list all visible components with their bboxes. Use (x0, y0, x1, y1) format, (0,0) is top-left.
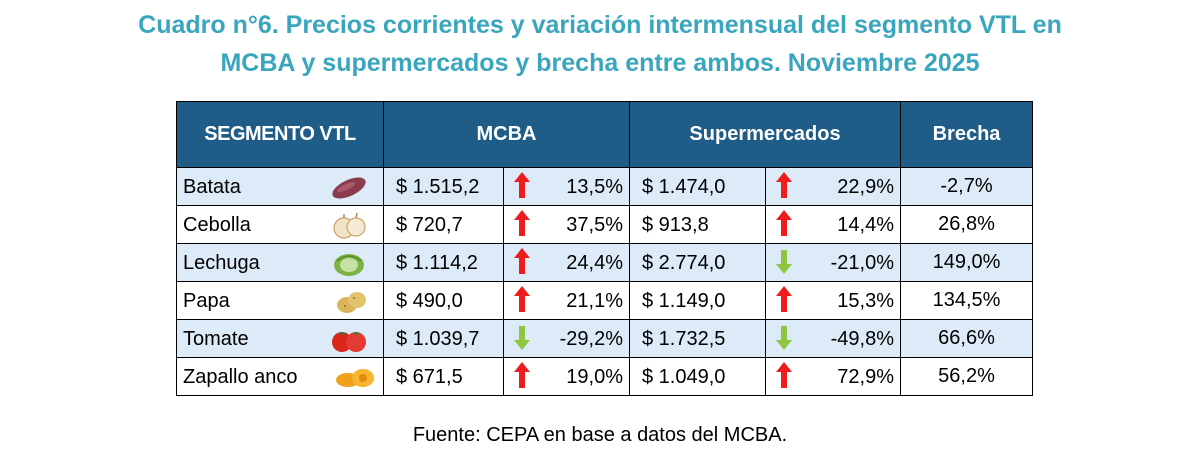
cell-super-variacion-value: 72,9% (837, 366, 895, 388)
cell-producto: Papa (176, 281, 384, 320)
cell-mcba-precio-value: $ 671,5 (396, 366, 463, 388)
cell-super-precio: $ 1.049,0 (629, 357, 766, 396)
cell-brecha: 66,6% (900, 319, 1034, 358)
cell-super-variacion: 15,3% (764, 281, 902, 320)
cell-mcba-precio: $ 1.039,7 (383, 319, 504, 358)
arrow-up-icon (514, 362, 530, 388)
table-title-line-2: MCBA y supermercados y brecha entre ambo… (220, 49, 980, 77)
cell-mcba-precio-value: $ 490,0 (396, 290, 463, 312)
table-row: Lechuga $ 1.114,2 24,4% $ 2.774,0 -21,0% 149,… (176, 243, 1034, 282)
onion-icon (333, 212, 366, 239)
cell-super-precio-value: $ 1.732,5 (642, 328, 726, 350)
cell-mcba-variacion: 24,4% (503, 243, 630, 282)
cell-super-precio-value: $ 1.474,0 (642, 176, 726, 198)
arrow-up-icon (776, 172, 792, 198)
cell-mcba-variacion: 21,1% (503, 281, 630, 320)
cell-super-precio-value: $ 1.049,0 (642, 366, 726, 388)
arrow-down-icon (514, 326, 530, 350)
lettuce-icon (334, 254, 364, 276)
producto-name: Batata (183, 176, 241, 198)
table-header-row: SEGMENTO VTL MCBA Supermercados Brecha (176, 101, 1034, 168)
cell-mcba-precio: $ 1.515,2 (383, 167, 504, 206)
arrow-up-icon (514, 172, 530, 198)
table-title-line-1: Cuadro n°6. Precios corrientes y variaci… (138, 11, 1062, 39)
squash-icon (336, 369, 374, 387)
arrow-down-icon (776, 326, 792, 350)
header-segmento: SEGMENTO VTL (176, 101, 384, 168)
potato-icon (337, 292, 366, 313)
source-note: Fuente: CEPA en base a datos del MCBA. (412, 424, 788, 446)
cell-mcba-precio: $ 490,0 (383, 281, 504, 320)
cell-mcba-variacion: 13,5% (503, 167, 630, 206)
cell-super-variacion: 72,9% (764, 357, 902, 396)
table-row: Cebolla $ 720,7 37,5% $ 913,8 14,4% 26,8% (176, 205, 1034, 244)
cell-super-variacion: 22,9% (764, 167, 902, 206)
cell-super-variacion: 14,4% (764, 205, 902, 244)
arrow-up-icon (776, 210, 792, 236)
arrow-up-icon (514, 210, 530, 236)
cell-super-precio-value: $ 913,8 (642, 214, 709, 236)
cell-mcba-precio-value: $ 1.515,2 (396, 176, 480, 198)
cell-mcba-variacion-value: 21,1% (566, 290, 623, 312)
cell-super-precio: $ 913,8 (629, 205, 766, 244)
header-supermercados: Supermercados (628, 101, 902, 168)
prices-table: SEGMENTO VTL MCBA Supermercados Brecha B… (176, 101, 1034, 396)
cell-producto: Zapallo anco (176, 357, 384, 396)
cell-mcba-precio: $ 720,7 (383, 205, 504, 244)
table-row: Papa $ 490,0 21,1% $ 1.149,0 15,3% 134,5% (176, 281, 1034, 320)
cell-producto: Tomate (176, 319, 384, 358)
header-mcba: MCBA (383, 101, 630, 168)
arrow-up-icon (514, 286, 530, 312)
cell-producto: Lechuga (176, 243, 384, 282)
arrow-up-icon (514, 248, 530, 274)
cell-mcba-precio: $ 671,5 (383, 357, 504, 396)
cell-super-variacion-value: -49,8% (830, 328, 895, 350)
header-brecha: Brecha (900, 101, 1034, 168)
cell-super-variacion-value: 22,9% (837, 176, 895, 198)
producto-name: Lechuga (183, 252, 260, 274)
cell-super-precio: $ 1.732,5 (629, 319, 766, 358)
cell-brecha: 149,0% (900, 243, 1034, 282)
table-row: Tomate $ 1.039,7 -29,2% $ 1.732,5 -49,8% 66,6… (176, 319, 1034, 358)
cell-brecha: -2,7% (900, 167, 1034, 206)
cell-mcba-precio-value: $ 1.039,7 (396, 328, 480, 350)
cell-super-precio: $ 2.774,0 (629, 243, 766, 282)
producto-name: Tomate (183, 328, 249, 350)
arrow-down-icon (776, 250, 792, 274)
cell-mcba-variacion-value: 37,5% (566, 214, 623, 236)
producto-name: Zapallo anco (183, 366, 298, 388)
sweet-potato-icon (332, 177, 366, 199)
cell-super-precio: $ 1.149,0 (629, 281, 766, 320)
cell-mcba-variacion: -29,2% (503, 319, 630, 358)
cell-brecha: 26,8% (900, 205, 1034, 244)
cell-mcba-variacion: 37,5% (503, 205, 630, 244)
cell-mcba-precio-value: $ 1.114,2 (396, 252, 478, 274)
cell-super-variacion-value: 14,4% (837, 214, 895, 236)
cell-super-variacion-value: -21,0% (830, 252, 895, 274)
cell-mcba-variacion-value: 13,5% (566, 176, 623, 198)
table-row: Zapallo anco $ 671,5 19,0% $ 1.049,0 72,9% 56… (176, 357, 1034, 396)
arrow-up-icon (776, 286, 792, 312)
table-row: Batata $ 1.515,2 13,5% $ 1.474,0 22,9% -2,7% (176, 167, 1034, 206)
arrow-up-icon (776, 362, 792, 388)
cell-mcba-variacion-value: 19,0% (566, 366, 623, 388)
cell-super-precio-value: $ 1.149,0 (642, 290, 726, 312)
cell-brecha: 56,2% (900, 357, 1034, 396)
cell-super-variacion-value: 15,3% (837, 290, 895, 312)
cell-mcba-precio: $ 1.114,2 (383, 243, 504, 282)
cell-super-variacion: -21,0% (764, 243, 902, 282)
producto-name: Papa (183, 290, 230, 312)
producto-name: Cebolla (183, 214, 251, 236)
cell-producto: Batata (176, 167, 384, 206)
cell-mcba-variacion-value: -29,2% (559, 328, 623, 350)
cell-super-precio-value: $ 2.774,0 (642, 252, 726, 274)
tomato-icon (332, 332, 366, 352)
cell-mcba-precio-value: $ 720,7 (396, 214, 463, 236)
cell-mcba-variacion-value: 24,4% (566, 252, 623, 274)
cell-mcba-variacion: 19,0% (503, 357, 630, 396)
cell-producto: Cebolla (176, 205, 384, 244)
cell-brecha: 134,5% (900, 281, 1034, 320)
cell-super-variacion: -49,8% (764, 319, 902, 358)
cell-super-precio: $ 1.474,0 (629, 167, 766, 206)
